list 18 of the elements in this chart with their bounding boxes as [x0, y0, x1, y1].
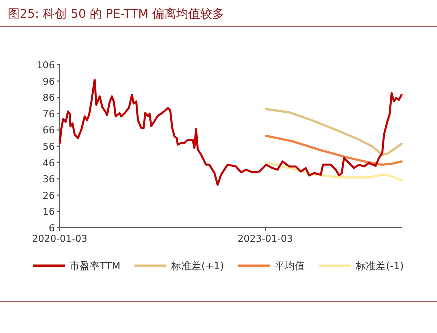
y-tick-label: 96	[42, 76, 55, 88]
y-tick-label: 46	[42, 158, 55, 170]
y-tick-label: 86	[42, 93, 55, 104]
y-tick-label: 26	[42, 190, 55, 202]
y-tick-label: 106	[36, 60, 55, 72]
x-tick-label: 2020-01-03	[32, 234, 88, 245]
title: 图25: 科创 50 的 PE-TTM 偏离均值较多	[8, 7, 225, 21]
legend-label: 标准差(-1)	[355, 260, 404, 272]
y-tick-label: 56	[42, 142, 55, 153]
legend-label: 市盈率TTM	[70, 260, 121, 272]
y-tick-label: 66	[42, 126, 55, 137]
y-tick-label: 6	[48, 224, 55, 234]
y-tick-label: 76	[42, 109, 55, 120]
legend-label: 标准差(+1)	[170, 260, 224, 272]
x-tick-label: 2023-01-03	[238, 234, 294, 245]
y-tick-label: 16	[42, 207, 55, 218]
legend-label: 平均值	[275, 260, 306, 272]
y-tick-label: 36	[42, 174, 55, 186]
